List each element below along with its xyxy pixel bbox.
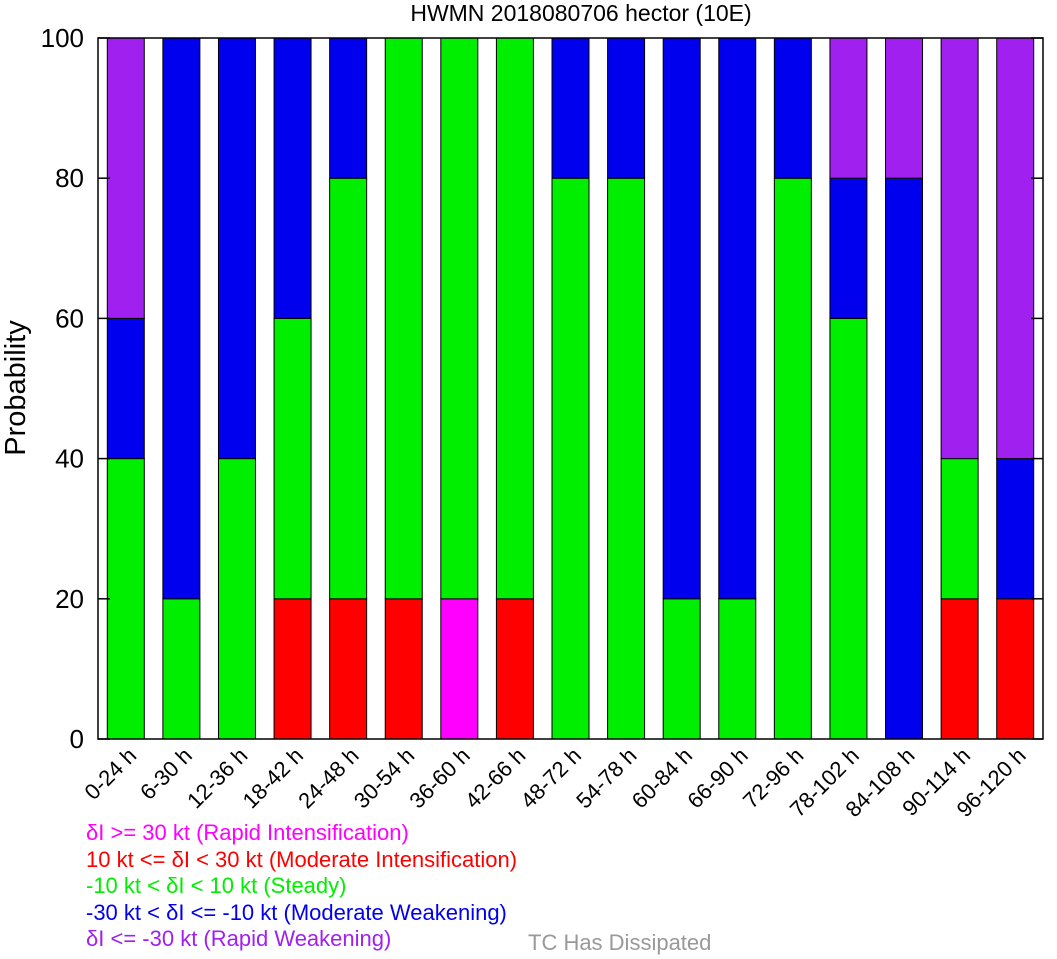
x-tick-label: 60-84 h	[627, 743, 697, 813]
bar-segment	[217, 458, 256, 740]
plot-frame	[97, 37, 1044, 740]
bar-segment	[384, 598, 423, 740]
bar-segment	[495, 37, 534, 600]
bar-segment	[607, 37, 646, 179]
bar-segment	[940, 37, 979, 460]
x-tick-label: 12-36 h	[182, 743, 252, 813]
bar-segment	[273, 598, 312, 740]
bar-segment	[773, 177, 812, 740]
bar-segment	[718, 598, 757, 740]
legend-moderate-intensification: 10 kt <= δI < 30 kt (Moderate Intensific…	[86, 846, 518, 872]
x-tick-label: 24-48 h	[293, 743, 363, 813]
y-tick-label: 20	[55, 584, 84, 614]
bar-segment	[662, 598, 701, 740]
y-tick-label: 100	[41, 23, 84, 53]
bar-segment	[885, 177, 924, 740]
bar-segment	[551, 177, 590, 740]
bar-segment	[273, 317, 312, 600]
y-tick-label: 40	[55, 444, 84, 474]
bar-segment	[996, 37, 1035, 460]
x-tick-label: 18-42 h	[238, 743, 308, 813]
bar-segment	[718, 37, 757, 600]
x-tick-label: 54-78 h	[571, 743, 641, 813]
x-tick-label: 0-24 h	[80, 743, 142, 805]
legend-steady: -10 kt < δI < 10 kt (Steady)	[86, 873, 347, 898]
bar-segment	[106, 37, 145, 319]
bar-segment	[551, 37, 590, 179]
x-tick-label: 36-60 h	[404, 743, 474, 813]
y-axis-label: Probability	[0, 320, 32, 456]
bar-segment	[996, 598, 1035, 740]
y-tick-label: 80	[55, 163, 84, 193]
x-tick-label: 66-90 h	[682, 743, 752, 813]
x-tick-label: 30-54 h	[349, 743, 419, 813]
dissipated-note: TC Has Dissipated	[528, 930, 712, 955]
bar-segment	[384, 37, 423, 600]
bar-segment	[106, 317, 145, 460]
legend-moderate-weakening: -30 kt < δI <= -10 kt (Moderate Weakenin…	[86, 899, 507, 925]
bar-segment	[607, 177, 646, 740]
x-tick-label: 42-66 h	[460, 743, 530, 813]
x-tick-label: 48-72 h	[516, 743, 586, 813]
legend: δI >= 30 kt (Rapid Intensification) 10 k…	[86, 820, 517, 953]
legend-rapid-weakening: δI <= -30 kt (Rapid Weakening)	[86, 926, 392, 951]
y-tick-label: 0	[70, 724, 84, 754]
bar-segment	[273, 37, 312, 319]
bar-segment	[940, 598, 979, 740]
bars-group	[106, 37, 1035, 740]
y-tick-label: 60	[55, 303, 84, 333]
bar-segment	[440, 598, 479, 740]
bar-segment	[996, 458, 1035, 600]
bar-segment	[329, 598, 368, 740]
bar-segment	[440, 37, 479, 600]
chart-title: HWMN 2018080706 hector (10E)	[410, 0, 751, 26]
bar-segment	[329, 177, 368, 600]
bar-segment	[829, 37, 868, 179]
bar-segment	[885, 37, 924, 179]
bar-segment	[162, 37, 201, 600]
bar-segment	[329, 37, 368, 179]
bar-segment	[829, 317, 868, 740]
bar-segment	[662, 37, 701, 600]
bar-segment	[940, 458, 979, 600]
legend-rapid-intensification: δI >= 30 kt (Rapid Intensification)	[86, 820, 409, 845]
bar-segment	[773, 37, 812, 179]
bar-segment	[162, 598, 201, 740]
bar-segment	[829, 177, 868, 319]
bar-segment	[217, 37, 256, 460]
bar-segment	[106, 458, 145, 740]
bar-segment	[495, 598, 534, 740]
